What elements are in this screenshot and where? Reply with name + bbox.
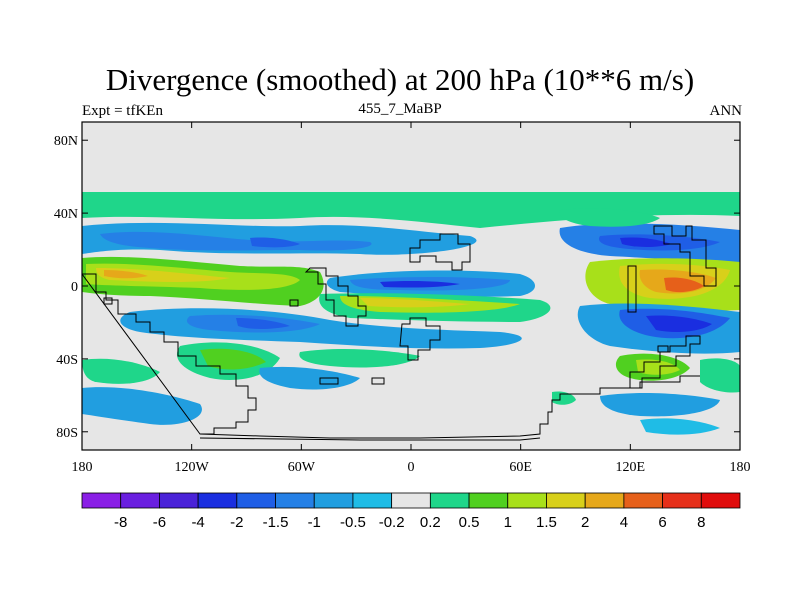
colorbar-swatch bbox=[352, 492, 393, 509]
contour-positive-tropics-west-high bbox=[96, 268, 230, 282]
colorbar-swatch bbox=[313, 492, 354, 509]
colorbar-label: -4 bbox=[191, 514, 204, 531]
colorbar: -8 -6 -4 -2 -1.5 -1 -0.5 -0.2 0.2 0.5 1 1.5 2 4 6 8 bbox=[81, 492, 741, 531]
colorbar-swatch bbox=[700, 492, 741, 509]
colorbar-swatch bbox=[275, 492, 315, 509]
coastline-asia bbox=[627, 225, 717, 313]
colorbar-swatch bbox=[236, 492, 276, 509]
contour-negative-south-far-east bbox=[640, 418, 720, 435]
map-title: Divergence (smoothed) at 200 hPa (10**6 … bbox=[105, 62, 695, 97]
colorbar-label: 1.5 bbox=[536, 514, 557, 531]
lon-tick-label: 60E bbox=[509, 460, 532, 475]
coastline-north-america bbox=[82, 273, 257, 435]
lat-tick-label: 40S bbox=[56, 353, 78, 368]
lon-tick-label: 0 bbox=[408, 460, 415, 475]
colorbar-swatch bbox=[120, 492, 160, 509]
contour-positive-south-lobe-west bbox=[82, 358, 160, 384]
colorbar-swatch bbox=[662, 492, 702, 509]
coastlines bbox=[82, 225, 717, 441]
contour-positive-north-east bbox=[559, 208, 660, 227]
lon-tick-label: 60W bbox=[288, 460, 316, 475]
colorbar-swatch bbox=[584, 492, 625, 509]
lon-tick-label: 120E bbox=[616, 460, 646, 475]
case-label: 455_7_MaBP bbox=[358, 101, 442, 117]
contour-positive-west-pacific-max bbox=[664, 277, 704, 293]
colorbar-label: 6 bbox=[658, 514, 666, 531]
colorbar-swatch bbox=[197, 492, 238, 509]
contour-positive-small-south bbox=[552, 391, 576, 405]
experiment-label: Expt = tfKEn bbox=[82, 103, 163, 119]
latitude-axis: 80N 40N 0 40S 80S bbox=[54, 134, 740, 441]
contour-positive-tropics-west-vhigh bbox=[104, 270, 148, 279]
contour-negative-north-max bbox=[250, 237, 300, 248]
lat-tick-label: 80S bbox=[56, 426, 78, 441]
colorbar-label: -8 bbox=[114, 514, 127, 531]
coastline-south-america bbox=[304, 267, 367, 327]
season-label: ANN bbox=[709, 103, 743, 119]
colorbar-label: 4 bbox=[620, 514, 628, 531]
contour-positive-south-lobe-central bbox=[299, 349, 420, 368]
contour-negative-south-max bbox=[236, 318, 290, 329]
coastline-island-5 bbox=[657, 345, 669, 353]
lon-tick-label: 120W bbox=[175, 460, 210, 475]
longitude-axis: 180 120W 60W 0 60E 120E 180 bbox=[72, 122, 751, 475]
contour-negative-asia-max bbox=[620, 237, 672, 247]
coastline-antarctica bbox=[199, 375, 700, 439]
lat-tick-label: 80N bbox=[54, 134, 78, 149]
colorbar-swatch bbox=[623, 492, 663, 509]
divergence-field bbox=[82, 192, 740, 435]
coastline-island-1 bbox=[289, 299, 299, 307]
colorbar-label: 0.2 bbox=[420, 514, 441, 531]
colorbar-swatch bbox=[546, 492, 586, 509]
colorbar-swatch bbox=[468, 492, 509, 509]
coastline-southern-ocean bbox=[199, 437, 541, 441]
lon-tick-label: 180 bbox=[730, 460, 751, 475]
coastline-island-2 bbox=[319, 377, 339, 385]
colorbar-label: 8 bbox=[697, 514, 705, 531]
contour-negative-north-core bbox=[100, 231, 372, 251]
colorbar-label: -2 bbox=[230, 514, 243, 531]
colorbar-label: 0.5 bbox=[459, 514, 480, 531]
colorbar-label: -6 bbox=[153, 514, 166, 531]
lon-tick-label: 180 bbox=[72, 460, 93, 475]
colorbar-label: -1.5 bbox=[263, 514, 289, 531]
contour-positive-south-lobe-strong bbox=[200, 348, 266, 370]
coastline-africa bbox=[409, 233, 471, 271]
contour-negative-south-east bbox=[600, 393, 720, 417]
colorbar-label: -0.5 bbox=[340, 514, 366, 531]
lat-tick-label: 0 bbox=[71, 280, 78, 295]
coastline-island-3 bbox=[371, 377, 385, 385]
colorbar-swatch bbox=[391, 492, 431, 509]
coastline-africa-south bbox=[399, 317, 441, 361]
colorbar-swatch bbox=[159, 492, 199, 509]
colorbar-label: -0.2 bbox=[379, 514, 405, 531]
colorbar-label: -1 bbox=[308, 514, 321, 531]
lat-tick-label: 40N bbox=[54, 207, 78, 222]
contour-positive-central-south-high bbox=[360, 298, 470, 308]
contour-positive-south-pacific-strong bbox=[636, 359, 680, 375]
coastline-australia bbox=[629, 335, 701, 389]
colorbar-label: 1 bbox=[504, 514, 512, 531]
colorbar-swatch bbox=[507, 492, 547, 509]
coastline-island-4 bbox=[103, 297, 113, 305]
colorbar-swatch bbox=[429, 492, 470, 509]
contour-positive-south-pacific-east bbox=[700, 358, 740, 393]
colorbar-label: 2 bbox=[581, 514, 589, 531]
contour-negative-equator-max bbox=[380, 280, 460, 288]
colorbar-swatch bbox=[81, 492, 122, 509]
contour-negative-indonesia-max bbox=[646, 315, 712, 332]
